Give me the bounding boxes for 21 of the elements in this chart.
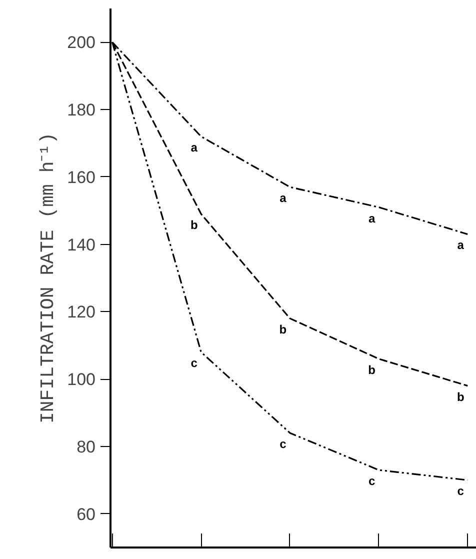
data-label: a	[368, 211, 376, 226]
data-label: c	[190, 356, 198, 370]
y-tick-label: 80	[76, 437, 96, 456]
y-tick-label: 160	[67, 168, 96, 187]
y-tick-label: 200	[67, 33, 96, 52]
data-label: b	[279, 322, 287, 336]
y-tick-label: 140	[67, 235, 96, 254]
data-label: c	[280, 436, 287, 451]
y-axis-title: INFILTRATION RATE (mm h⁻¹)	[37, 132, 60, 424]
y-tick-label: 120	[67, 302, 96, 322]
data-label: a	[190, 140, 198, 155]
y-tick-label: 180	[67, 100, 96, 120]
data-label: b	[368, 362, 376, 377]
data-label: a	[280, 191, 287, 206]
y-tick-label: 60	[76, 504, 96, 524]
data-label: c	[368, 474, 376, 488]
y-tick-label: 100	[67, 370, 96, 390]
data-label: c	[457, 484, 464, 498]
data-label: a	[457, 238, 464, 252]
data-label: b	[190, 218, 198, 232]
data-label: b	[456, 390, 464, 404]
